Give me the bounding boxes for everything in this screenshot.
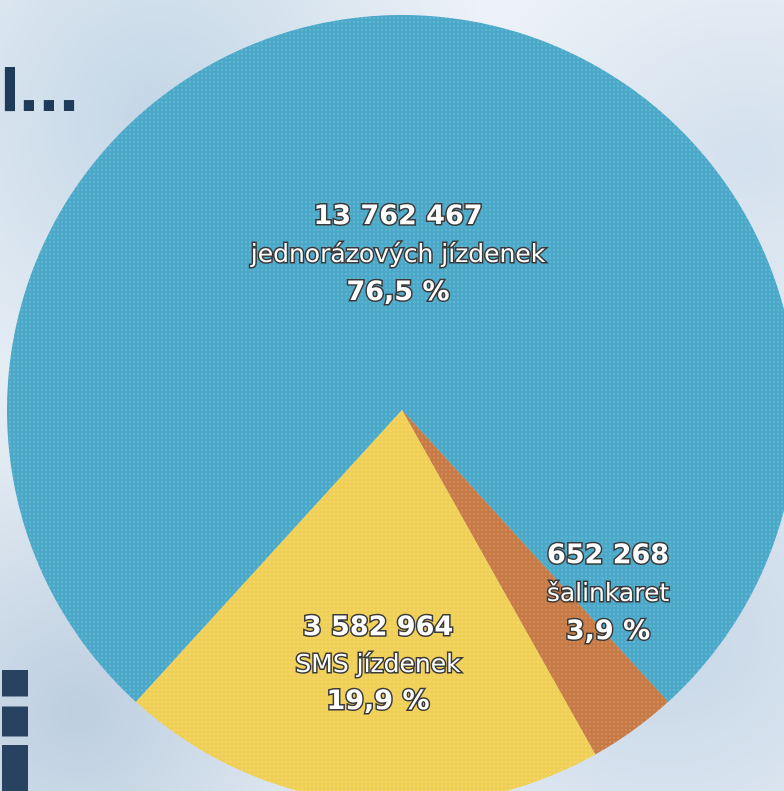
slice-percent-label-sms: 19,9 % <box>326 685 429 716</box>
slice-value-label-single: 13 762 467 <box>313 200 482 231</box>
slice-percent-label-single: 76,5 % <box>346 276 449 307</box>
slice-category-label-single: jednorázových jízdenek <box>250 239 546 268</box>
slice-value-label-sms: 3 582 964 <box>303 611 453 642</box>
heading-fragment: l... <box>0 57 80 125</box>
side-text-fragment <box>2 670 28 791</box>
slice-category-label-sms: SMS jízdenek <box>295 649 461 678</box>
slice-value-label-salinkaret: 652 268 <box>547 539 669 570</box>
pie-slice-single-tickets-texture <box>7 15 784 702</box>
pie-slice-sms-tickets-texture <box>135 410 596 791</box>
pie-slice-salinkaret-texture <box>402 410 669 755</box>
slice-category-label-salinkaret: šalinkaret <box>547 578 670 607</box>
slice-percent-label-salinkaret: 3,9 % <box>566 615 650 646</box>
